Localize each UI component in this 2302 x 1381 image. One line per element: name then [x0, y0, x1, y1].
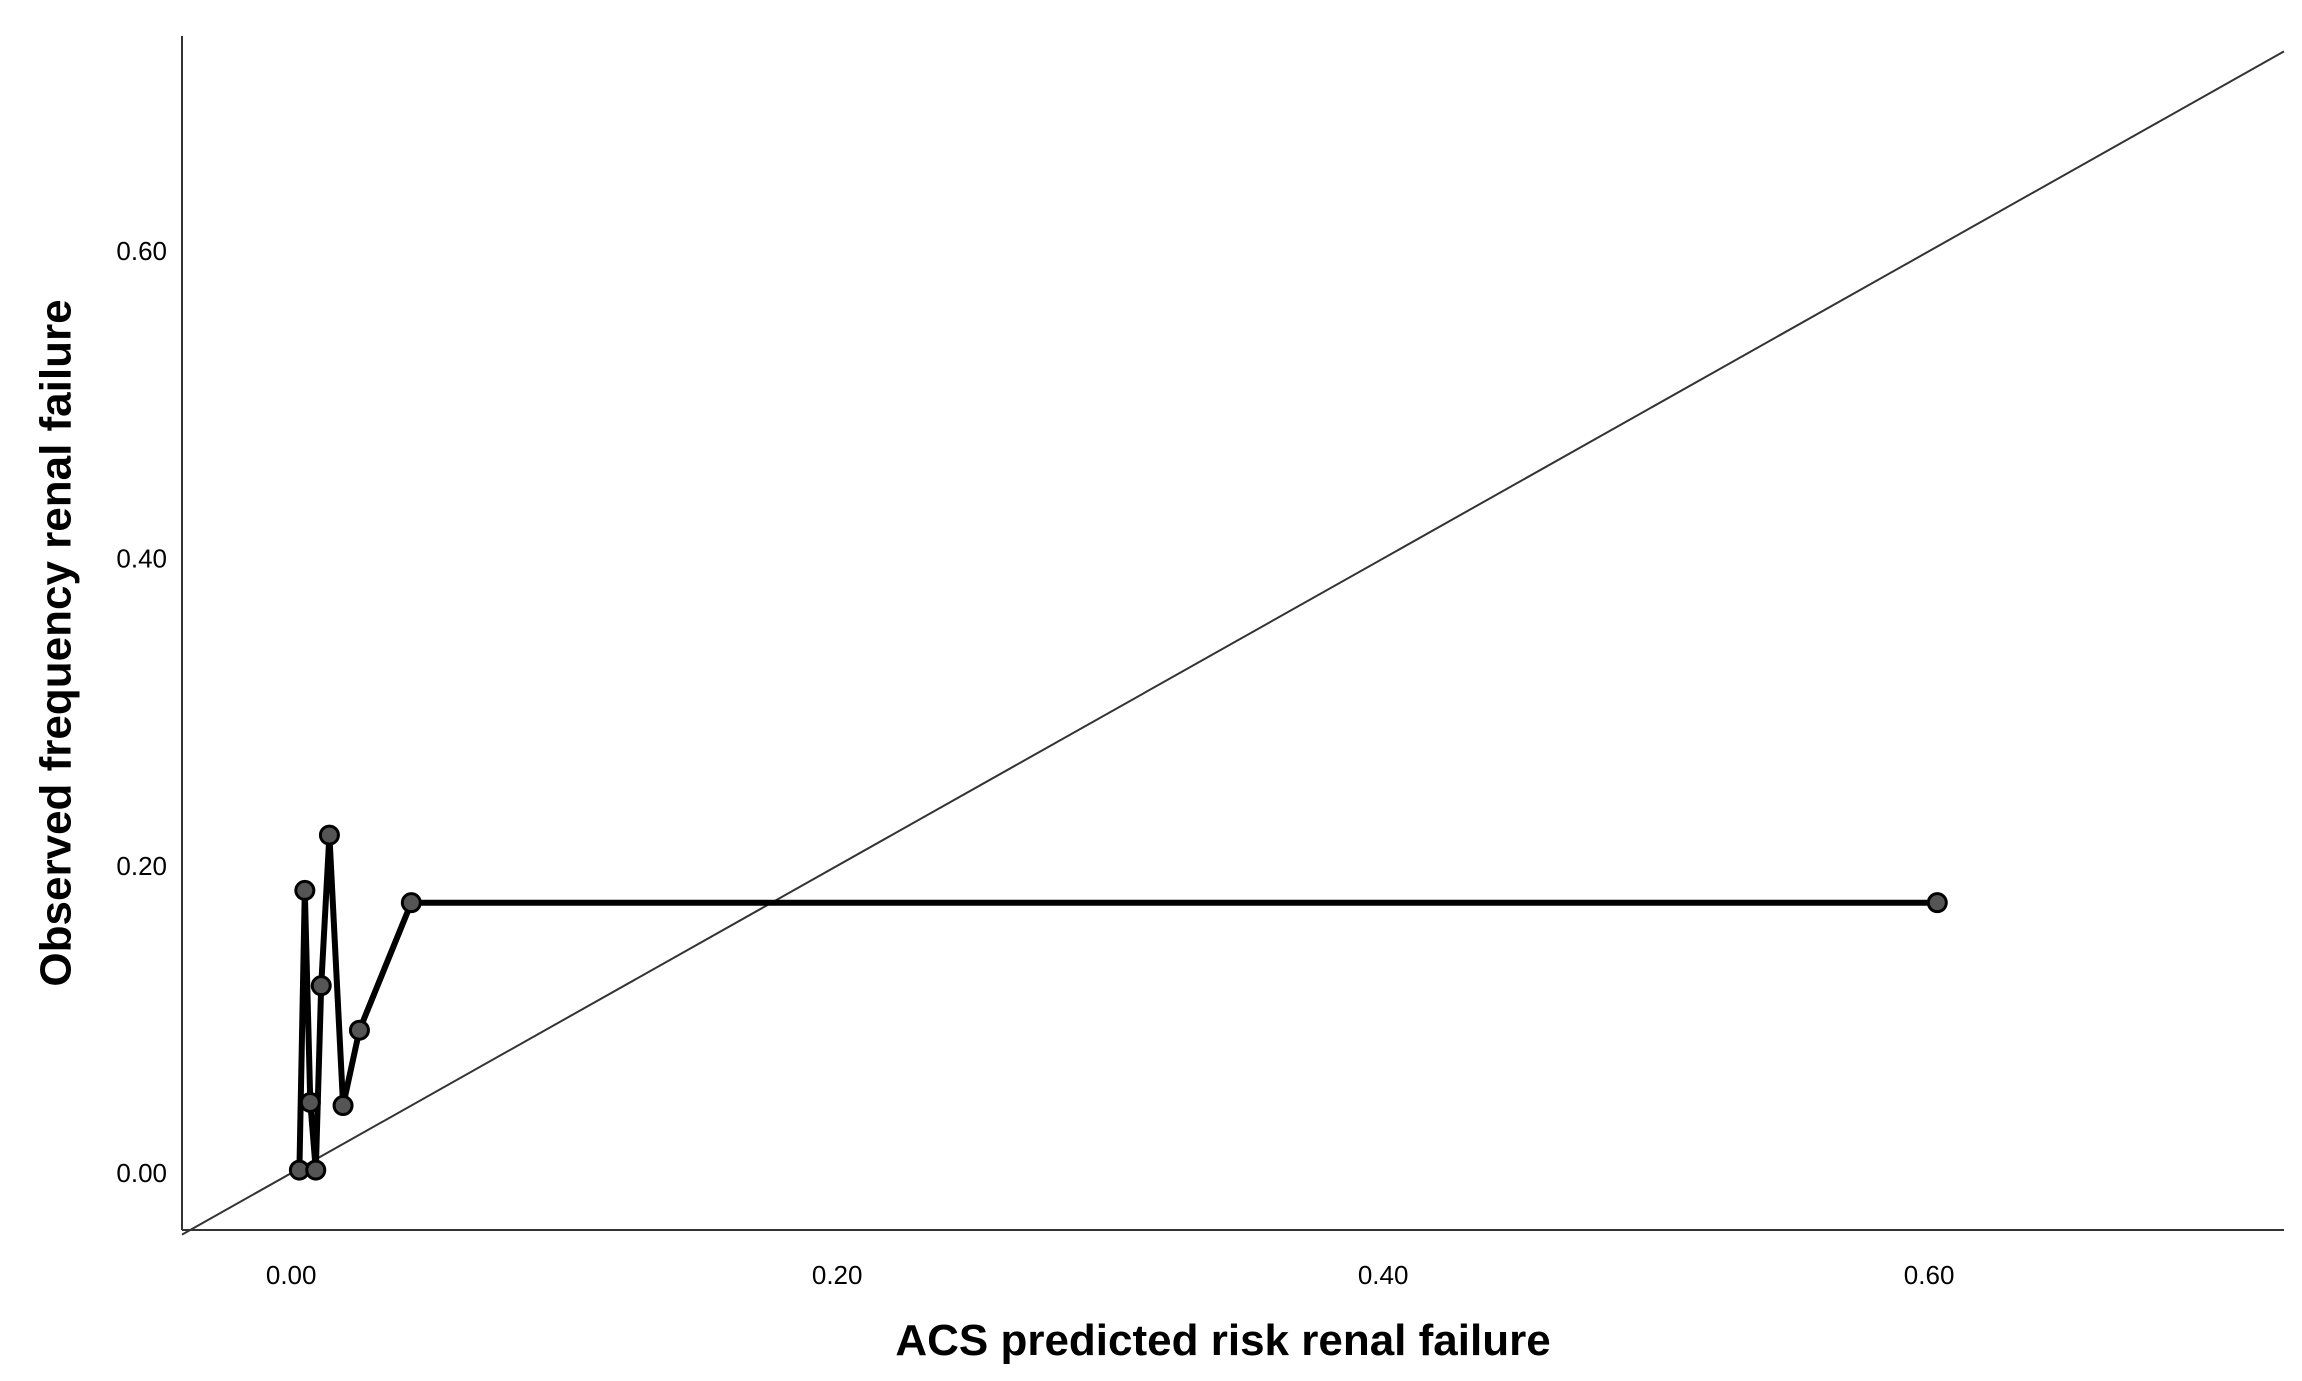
data-point — [318, 824, 340, 846]
data-point — [1926, 892, 1948, 914]
x-tick-label: 0.00 — [266, 1260, 317, 1290]
x-tick-label: 0.40 — [1358, 1260, 1409, 1290]
data-point — [348, 1019, 370, 1041]
reference-line-group — [181, 50, 2285, 1236]
data-point — [305, 1159, 327, 1181]
data-point — [299, 1091, 321, 1113]
tick-labels: 0.00 0.20 0.40 0.60 0.00 0.20 0.40 0.60 — [116, 236, 1954, 1290]
series-line — [296, 832, 1941, 1174]
y-tick-label: 0.40 — [116, 543, 167, 573]
x-axis-title: ACS predicted risk renal failure — [895, 1316, 1550, 1365]
y-axis-title: Observed frequency renal failure — [31, 299, 80, 986]
data-point — [400, 892, 422, 914]
y-tick-label: 0.00 — [116, 1158, 167, 1188]
y-tick-label: 0.20 — [116, 851, 167, 881]
x-tick-label: 0.60 — [1904, 1260, 1955, 1290]
data-point — [310, 975, 332, 997]
data-point — [294, 879, 316, 901]
series-group — [288, 824, 1948, 1181]
axes — [181, 36, 2284, 1231]
data-point — [332, 1095, 354, 1117]
reference-diagonal-line — [181, 50, 2285, 1236]
x-tick-label: 0.20 — [812, 1260, 863, 1290]
y-tick-label: 0.60 — [116, 236, 167, 266]
